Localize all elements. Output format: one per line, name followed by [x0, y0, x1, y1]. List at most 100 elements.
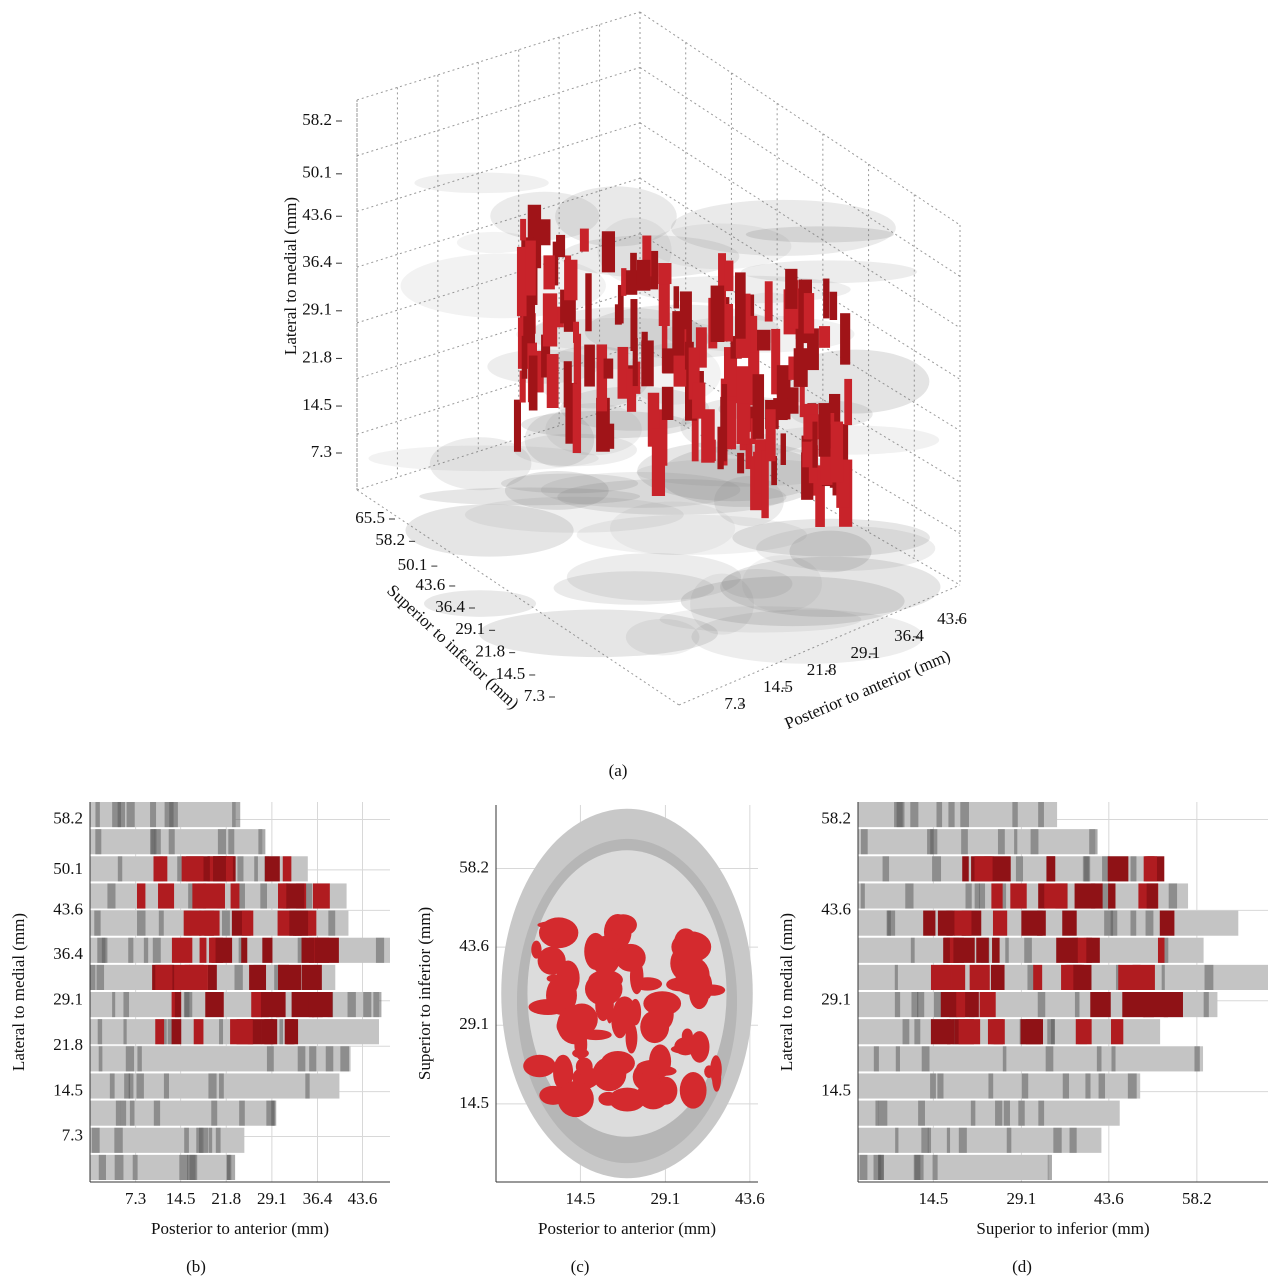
- x-tick-label: 21.8: [211, 1189, 241, 1208]
- lesion: [1033, 965, 1042, 990]
- tissue-edge: [153, 938, 161, 963]
- lesion: [991, 965, 1005, 990]
- lesion: [564, 260, 577, 301]
- tissue-edge: [118, 856, 122, 881]
- lesion: [182, 856, 204, 881]
- lesion: [1108, 883, 1115, 908]
- tick-label: 36.4: [302, 252, 332, 271]
- tissue-edge: [211, 1101, 217, 1126]
- tissue-edge: [179, 1155, 188, 1180]
- volume-render: [368, 173, 940, 664]
- tissue: [858, 829, 1095, 854]
- tissue: [90, 1128, 244, 1153]
- lesion: [1073, 965, 1091, 990]
- tissue-edge: [975, 883, 980, 908]
- lesion: [155, 1019, 164, 1044]
- tissue-edge: [187, 1155, 195, 1180]
- lesion: [1062, 911, 1076, 936]
- tissue-edge: [937, 802, 943, 827]
- tissue-edge: [903, 1019, 910, 1044]
- x-tick-label: 14.5: [566, 1189, 596, 1208]
- lesion: [992, 938, 1000, 963]
- x-tick-label: 14.5: [166, 1189, 196, 1208]
- tissue: [660, 606, 862, 632]
- lesion: [580, 229, 589, 252]
- tick-label: 36.4: [435, 597, 465, 616]
- tissue-edge: [219, 1073, 224, 1098]
- tissue-edge: [98, 1019, 102, 1044]
- caption: (a): [609, 761, 628, 780]
- lesion: [555, 993, 576, 1006]
- tissue-edge: [878, 1101, 887, 1126]
- lesion: [309, 911, 317, 936]
- page: 7.314.521.829.136.443.650.158.27.314.521…: [0, 0, 1276, 1282]
- tissue: [858, 911, 1238, 936]
- tissue-edge: [150, 802, 156, 827]
- lesion: [601, 1051, 635, 1075]
- tissue-edge: [1111, 911, 1118, 936]
- lesion: [615, 304, 622, 324]
- tissue-edge: [164, 1073, 169, 1098]
- tick-label: 58.2: [302, 110, 332, 129]
- lesion: [717, 427, 723, 470]
- tissue-edge: [1194, 1046, 1199, 1071]
- tissue-edge: [979, 883, 985, 908]
- tick-label: 7.3: [724, 694, 745, 713]
- tissue-edge: [279, 1019, 283, 1044]
- tissue-edge: [998, 829, 1005, 854]
- tissue-edge: [1128, 1073, 1137, 1098]
- tissue-edge: [159, 911, 164, 936]
- tissue-edge: [1031, 829, 1039, 854]
- lesion: [1108, 856, 1129, 881]
- lesion: [208, 965, 217, 990]
- lesion: [737, 453, 744, 473]
- lesion: [671, 1044, 706, 1054]
- y-tick-label: 50.1: [53, 859, 83, 878]
- tick-label: 7.3: [524, 686, 545, 705]
- lesion: [200, 938, 207, 963]
- tissue-edge: [235, 965, 243, 990]
- tissue-edge: [1003, 1046, 1007, 1071]
- lesion: [812, 422, 817, 468]
- tissue-edge: [961, 829, 968, 854]
- lesion: [662, 387, 673, 420]
- lesion: [954, 911, 971, 936]
- lesion: [604, 359, 614, 379]
- lesion: [547, 354, 559, 408]
- x-tick-label: 7.3: [125, 1189, 146, 1208]
- lesion: [137, 883, 145, 908]
- lesion: [630, 253, 637, 285]
- tissue-edge: [887, 911, 891, 936]
- lesion: [662, 348, 674, 373]
- tissue-edge: [883, 856, 890, 881]
- lesion: [1010, 883, 1026, 908]
- lesion: [522, 336, 528, 379]
- lesion: [974, 856, 992, 881]
- tissue-edge: [875, 1101, 878, 1126]
- tissue-edge: [1169, 883, 1177, 908]
- lesion: [209, 938, 216, 963]
- lesion: [531, 941, 541, 959]
- tissue-edge: [232, 802, 240, 827]
- lesion: [185, 965, 208, 990]
- tissue-edge: [860, 1155, 868, 1180]
- lesion: [242, 911, 253, 936]
- tissue-edge: [921, 1128, 928, 1153]
- tissue-edge: [124, 1073, 130, 1098]
- tissue-edge: [328, 911, 335, 936]
- tissue-edge: [861, 883, 865, 908]
- lesion: [172, 938, 192, 963]
- lesion: [1086, 938, 1099, 963]
- tick-label: 21.8: [302, 347, 332, 366]
- tissue-edge: [123, 1019, 126, 1044]
- lesion: [540, 219, 550, 245]
- tissue: [90, 1155, 230, 1180]
- lesion: [970, 965, 990, 990]
- tissue-edge: [267, 1046, 274, 1071]
- projection-image: [90, 802, 390, 1180]
- tissue-edge: [1047, 1019, 1054, 1044]
- tissue-edge: [216, 1128, 221, 1153]
- box-edge: [357, 12, 640, 100]
- x-tick-label: 58.2: [1182, 1189, 1212, 1208]
- tissue-edge: [373, 992, 381, 1017]
